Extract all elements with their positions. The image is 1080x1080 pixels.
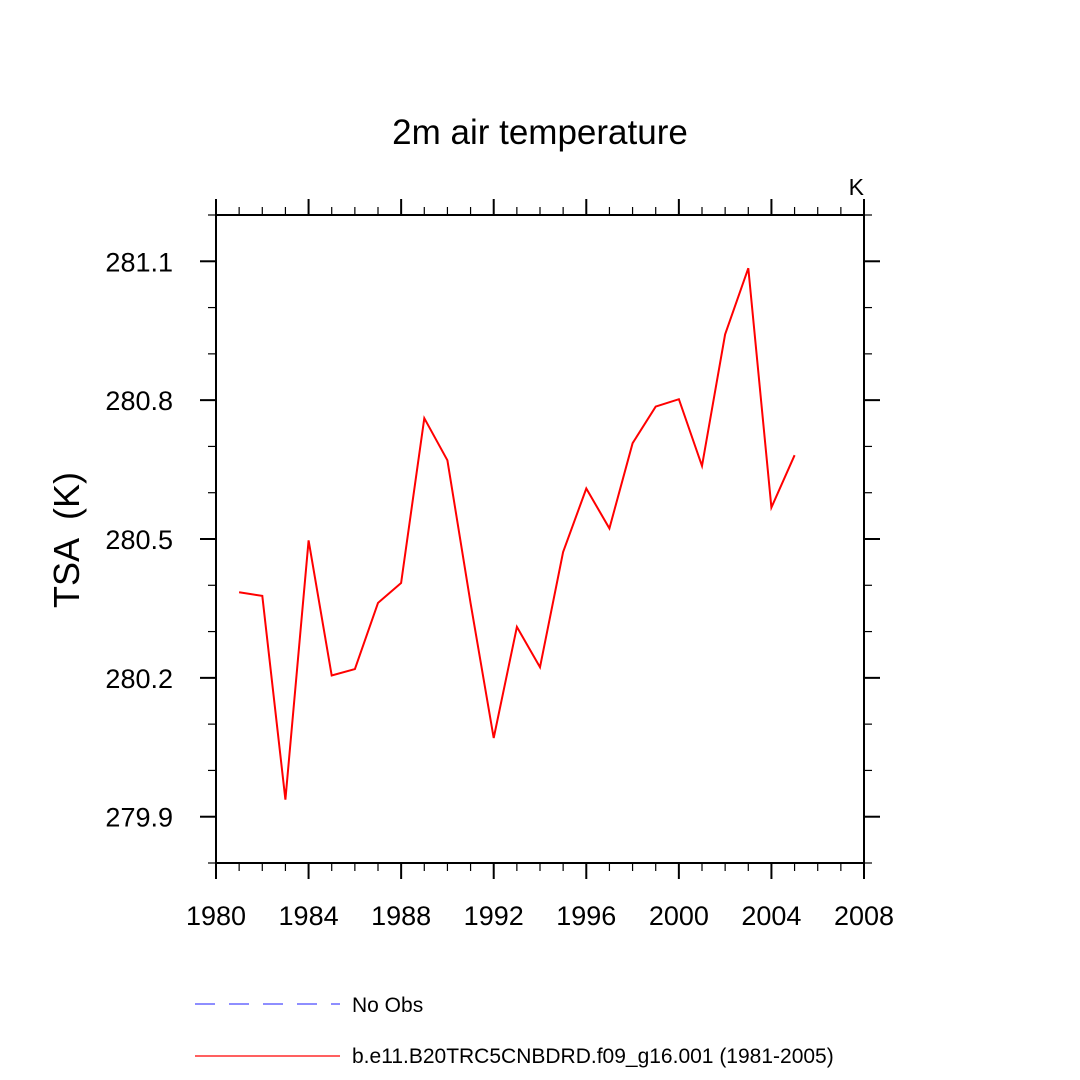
legend-item-model-run: b.e11.B20TRC5CNBDRD.f09_g16.001 (1981-20… [195,1045,834,1068]
y-axis-label: TSA (K) [46,472,87,608]
x-tick-label: 1988 [371,901,431,931]
plot-frame [215,214,865,864]
x-tick-label: 2008 [834,901,894,931]
x-tick-label: 1980 [186,901,246,931]
y-tick-label: 281.1 [105,247,173,277]
major-ticks [200,199,880,879]
minor-ticks [208,207,872,871]
x-tick-label: 2004 [741,901,801,931]
units-label: K [849,174,865,200]
legend: No Obs b.e11.B20TRC5CNBDRD.f09_g16.001 (… [195,994,834,1068]
y-tick-label: 279.9 [105,803,173,833]
x-tick-label: 2000 [649,901,709,931]
y-tick-labels: 279.9 280.2 280.5 280.8 281.1 [105,247,173,832]
x-tick-label: 1996 [556,901,616,931]
x-tick-labels: 1980 1984 1988 1992 1996 2000 2004 2008 [186,901,894,931]
chart-title: 2m air temperature [392,113,688,152]
legend-item-no-obs: No Obs [195,994,423,1017]
series-line-1 [238,267,796,800]
y-tick-label: 280.5 [105,525,173,555]
y-tick-label: 280.8 [105,386,173,416]
legend-label-no-obs: No Obs [352,994,423,1017]
x-tick-label: 1984 [279,901,339,931]
y-tick-label: 280.2 [105,664,173,694]
x-tick-label: 1992 [464,901,524,931]
series-lines [238,267,796,800]
legend-label-model-run: b.e11.B20TRC5CNBDRD.f09_g16.001 (1981-20… [352,1045,834,1068]
